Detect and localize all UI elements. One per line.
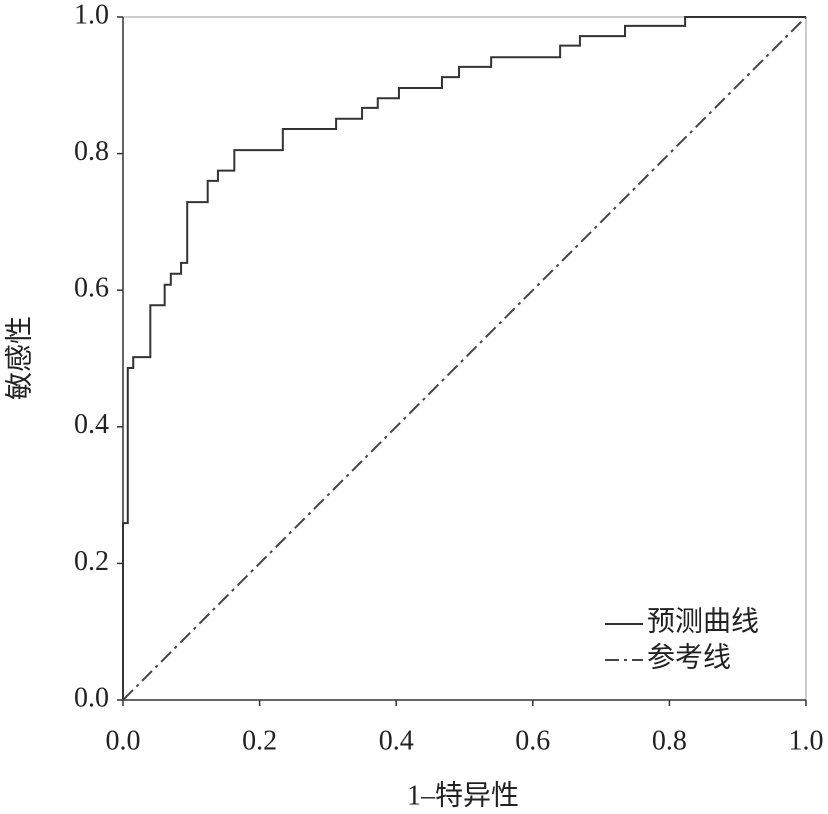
x-tick-label: 0.8 (652, 725, 687, 756)
y-tick-label: 0.8 (74, 136, 109, 167)
y-axis-label: 敏感性 (3, 316, 35, 400)
x-tick-label: 1.0 (789, 725, 824, 756)
series-line (122, 16, 806, 700)
y-tick-label: 0.0 (74, 682, 109, 713)
x-tick-label: 0.6 (515, 725, 550, 756)
x-tick-label: 0.4 (379, 725, 414, 756)
legend-label: 预测曲线 (647, 605, 759, 637)
x-tick-label: 0.2 (242, 725, 277, 756)
y-tick-label: 0.6 (74, 273, 109, 304)
y-tick-label: 0.2 (74, 546, 109, 577)
legend-label: 参考线 (647, 641, 731, 673)
series-line (122, 16, 807, 701)
y-tick-label: 1.0 (74, 0, 109, 30)
x-axis-label: 1–特异性 (407, 779, 519, 811)
y-tick-label: 0.4 (74, 409, 109, 440)
x-tick-label: 0.0 (106, 725, 141, 756)
